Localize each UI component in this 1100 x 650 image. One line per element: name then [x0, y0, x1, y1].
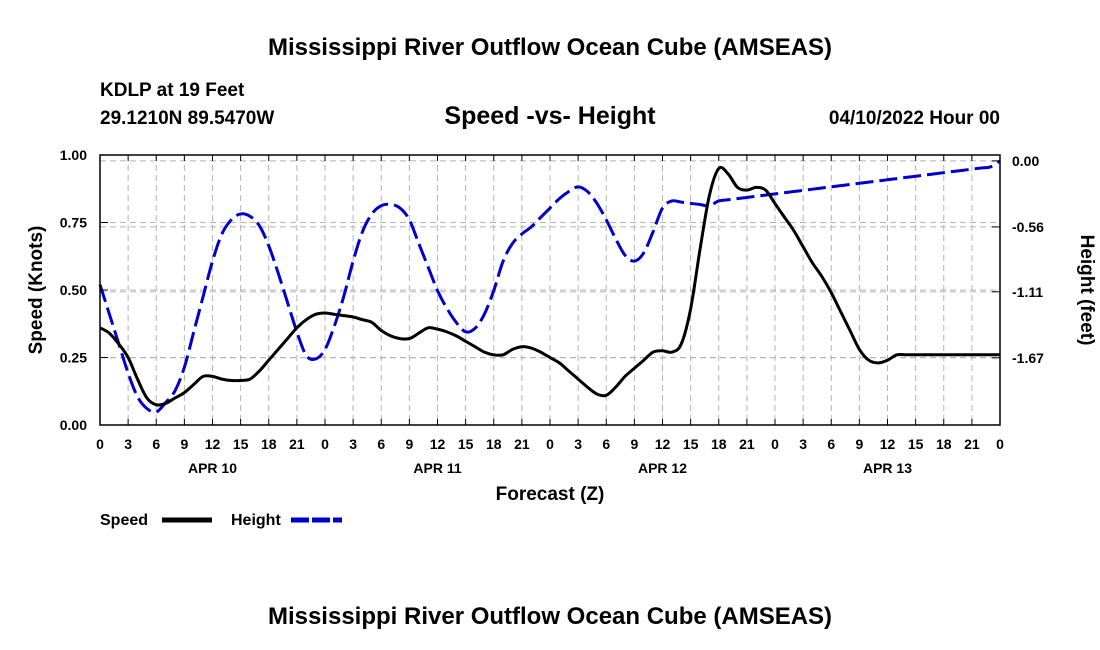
coords-label: 29.1210N 89.5470W	[100, 108, 274, 129]
y2-tick-label: -1.11	[1012, 284, 1043, 300]
x-date-label: APR 12	[638, 460, 687, 476]
x-tick-label: 15	[233, 436, 249, 452]
x-tick-label: 21	[514, 436, 530, 452]
ticks: 0 3 6 9 12 15 18 21 0 3 6 9 12 15 18 21 0 3 6 9 12 15 18 21 0 3 6 9…	[60, 147, 1044, 476]
legend: Speed Height	[100, 512, 342, 529]
y-tick-label: 1.00	[60, 147, 87, 163]
y-axis-label: Speed (Knots)	[26, 226, 47, 355]
x-tick-label: 21	[289, 436, 305, 452]
x-tick-label: 18	[486, 436, 502, 452]
y2-tick-label: -1.67	[1012, 350, 1044, 366]
y-tick-label: 0.00	[60, 417, 87, 433]
x-axis-label: Forecast (Z)	[496, 484, 605, 505]
x-tick-label: 6	[827, 436, 835, 452]
x-tick-label: 21	[739, 436, 755, 452]
y2-axis-label: Height (feet)	[1076, 235, 1097, 346]
x-tick-label: 12	[430, 436, 446, 452]
x-tick-label: 12	[655, 436, 671, 452]
chart-title: Mississippi River Outflow Ocean Cube (AM…	[268, 34, 832, 61]
y2-tick-label: 0.00	[1012, 153, 1039, 169]
x-tick-label: 3	[124, 436, 132, 452]
x-tick-label: 21	[964, 436, 980, 452]
x-tick-label: 15	[683, 436, 699, 452]
footer-title: Mississippi River Outflow Ocean Cube (AM…	[268, 603, 832, 630]
x-tick-label: 3	[799, 436, 807, 452]
x-tick-label: 6	[152, 436, 160, 452]
x-tick-label: 0	[996, 436, 1004, 452]
x-date-label: APR 11	[413, 460, 461, 476]
station-label: KDLP at 19 Feet	[100, 80, 245, 101]
x-tick-label: 0	[771, 436, 779, 452]
x-tick-label: 3	[349, 436, 357, 452]
x-tick-label: 18	[711, 436, 727, 452]
x-tick-label: 12	[880, 436, 896, 452]
x-tick-label: 9	[180, 436, 188, 452]
y-tick-label: 0.25	[60, 350, 87, 366]
x-tick-label: 0	[321, 436, 329, 452]
legend-speed-label: Speed	[100, 512, 148, 529]
x-tick-label: 3	[574, 436, 582, 452]
speed-series-line	[99, 165, 1000, 407]
x-tick-label: 0	[546, 436, 554, 452]
y2-tick-label: -0.56	[1012, 219, 1044, 235]
x-date-label: APR 13	[863, 460, 912, 476]
legend-height-label: Height	[231, 512, 281, 529]
y-tick-label: 0.75	[60, 215, 87, 231]
x-tick-label: 15	[908, 436, 924, 452]
x-tick-label: 6	[377, 436, 385, 452]
x-tick-label: 6	[602, 436, 610, 452]
x-tick-label: 18	[261, 436, 277, 452]
x-tick-label: 18	[936, 436, 952, 452]
x-tick-label: 12	[205, 436, 221, 452]
x-date-label: APR 10	[188, 460, 237, 476]
x-tick-label: 9	[630, 436, 638, 452]
x-tick-label: 0	[96, 436, 104, 452]
height-series-line	[98, 159, 1001, 414]
y-tick-label: 0.50	[60, 282, 87, 298]
x-tick-label: 15	[458, 436, 474, 452]
grid	[100, 155, 1000, 425]
date-label: 04/10/2022 Hour 00	[829, 108, 1000, 129]
x-tick-label: 9	[855, 436, 863, 452]
chart-subtitle: Speed -vs- Height	[444, 102, 656, 130]
x-tick-label: 9	[405, 436, 413, 452]
series-layer	[98, 159, 1001, 414]
